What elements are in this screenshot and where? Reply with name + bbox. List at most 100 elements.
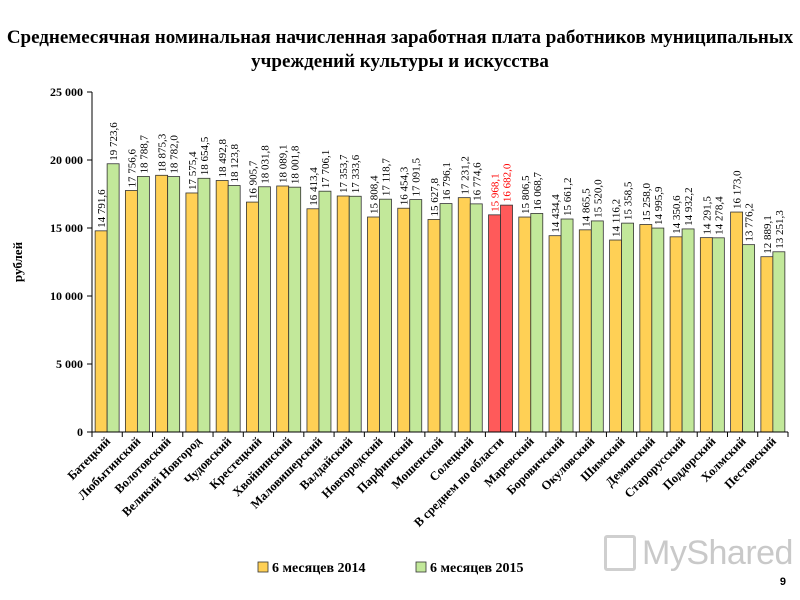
bar-2015 [651, 227, 665, 433]
legend: 6 месяцев 2014 6 месяцев 2015 [257, 561, 524, 576]
bar-2015 [318, 190, 332, 433]
data-label: 17 333,6 [350, 154, 362, 193]
bar-2014 [518, 216, 532, 433]
data-label: 17 118,7 [380, 158, 392, 197]
bar-2015 [288, 186, 302, 433]
bar-2014 [578, 229, 592, 433]
data-label: 16 905,7 [247, 160, 259, 199]
data-label: 14 932,2 [683, 187, 695, 226]
data-label: 14 278,4 [713, 196, 725, 235]
bar-2015 [590, 220, 604, 433]
bar-2014 [155, 174, 169, 433]
bar-2015 [469, 203, 483, 433]
y-tick-label: 20 000 [50, 153, 83, 167]
data-label: 13 251,3 [774, 210, 786, 249]
data-label: 16 774,6 [471, 162, 483, 201]
data-label: 16 682,0 [502, 163, 514, 202]
legend-swatch [257, 561, 269, 573]
bar-2014 [276, 185, 290, 433]
page-number: 9 [779, 576, 786, 588]
bar-2014 [367, 216, 380, 433]
bar-2014 [760, 256, 774, 433]
bar-2014 [548, 235, 562, 433]
data-label: 16 454,3 [399, 166, 411, 205]
bar-2015 [711, 237, 725, 433]
data-label: 14 291,5 [701, 196, 713, 235]
bar-2015 [500, 204, 513, 433]
bar-2015 [439, 203, 453, 433]
data-label: 17 706,1 [320, 150, 332, 189]
bar-2015 [409, 199, 423, 433]
data-label: 16 068,7 [532, 171, 544, 210]
y-tick-label: 25 000 [50, 85, 83, 99]
data-label: 17 353,7 [338, 154, 350, 193]
y-tick-label: 10 000 [50, 289, 83, 303]
y-tick-label: 5 000 [56, 357, 83, 371]
bar-2014 [124, 190, 138, 433]
bars-layer [94, 163, 786, 433]
bar-2014 [730, 211, 744, 433]
data-label: 15 808,4 [368, 175, 380, 214]
bar-2015 [106, 163, 120, 433]
data-label: 17 575,4 [187, 151, 199, 190]
legend-label: 6 месяцев 2014 [272, 561, 366, 576]
bar-2015 [621, 222, 634, 433]
bar-2014 [427, 219, 441, 433]
data-label: 16 173,0 [732, 170, 744, 209]
data-label: 15 806,5 [520, 175, 532, 214]
bar-2015 [167, 176, 181, 433]
y-tick-label: 0 [77, 425, 83, 439]
data-label: 14 865,5 [580, 188, 592, 227]
data-label: 18 875,3 [157, 133, 169, 172]
legend-label: 6 месяцев 2015 [430, 561, 524, 576]
bar-2015 [227, 185, 241, 433]
data-label: 18 492,8 [217, 138, 229, 177]
bar-2015 [530, 213, 544, 433]
data-label: 18 089,1 [278, 144, 290, 183]
data-label: 17 231,2 [459, 156, 471, 195]
y-axis-label: рублей [10, 241, 25, 282]
bar-2015 [772, 251, 786, 433]
bar-2015 [197, 177, 211, 433]
bar-2014 [699, 237, 713, 433]
data-label: 17 091,5 [411, 158, 423, 197]
bar-2015 [258, 186, 271, 433]
bar-2014 [94, 230, 108, 433]
data-label: 19 723,6 [108, 122, 120, 161]
bar-2015 [742, 244, 756, 433]
watermark-text: MyShared [642, 534, 793, 572]
data-label: 14 350,6 [671, 195, 683, 234]
bar-2014 [185, 192, 199, 433]
bar-2015 [348, 195, 362, 433]
data-label: 15 520,0 [592, 179, 604, 218]
bar-2015 [560, 218, 574, 433]
y-tick-label: 15 000 [50, 221, 83, 235]
data-label: 14 434,4 [550, 194, 562, 233]
data-label: 14 791,6 [96, 189, 108, 228]
bar-2014 [215, 180, 229, 433]
data-label: 14 116,2 [611, 199, 623, 237]
data-label: 15 661,2 [562, 178, 574, 217]
data-label: 15 627,8 [429, 177, 441, 216]
bar-2014 [609, 239, 622, 433]
data-label: 13 776,2 [744, 203, 756, 242]
data-label: 18 031,8 [259, 145, 271, 184]
data-labels-layer: 14 791,6 19 723,6 17 756,6 18 788,7 18 875,3… [96, 122, 786, 254]
chart-title: Среднемесячная номинальная начисленная з… [6, 27, 794, 72]
bar-2015 [681, 228, 695, 433]
bar-2015 [136, 176, 150, 433]
data-label: 18 788,7 [138, 134, 150, 173]
legend-swatch [415, 561, 427, 573]
data-label: 18 001,8 [290, 145, 302, 184]
bar-2014 [639, 224, 653, 433]
bar-2014 [457, 197, 471, 433]
data-label: 18 782,0 [169, 135, 181, 174]
data-label: 17 756,6 [126, 149, 138, 188]
bar-2014 [306, 208, 320, 433]
data-label: 15 358,5 [623, 181, 635, 220]
data-label: 15 968,1 [490, 173, 502, 212]
data-label: 12 889,1 [762, 215, 774, 254]
data-label: 16 413,4 [308, 167, 320, 206]
data-label: 18 654,5 [199, 136, 211, 175]
